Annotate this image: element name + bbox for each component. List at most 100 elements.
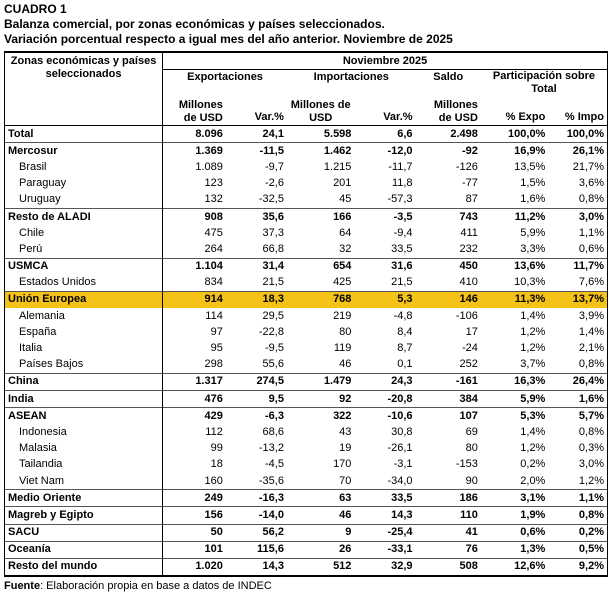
cell-exports-musd: 8.096 bbox=[162, 124, 226, 143]
cell-pct-impo: 3,0% bbox=[548, 207, 609, 226]
cell-imports-var: 8,4 bbox=[397, 325, 413, 338]
row-label: Viet Nam bbox=[3, 472, 164, 490]
row-label: Alemania bbox=[3, 308, 164, 325]
table-row: ASEAN 429 -6,3 322 -10,6 107 5,3% 5,7% bbox=[3, 407, 609, 425]
imports-header: Importaciones bbox=[313, 71, 389, 83]
table-row: Malasia 99 -13,2 19 -26,1 80 1,2% 0,3% bbox=[3, 440, 609, 457]
table-row: Chile 475 37,3 64 -9,4 411 5,9% 1,1% bbox=[3, 225, 609, 242]
balance-header: Saldo bbox=[433, 71, 464, 83]
cell-balance: 41 bbox=[415, 523, 481, 542]
cell-imports-var: 33,5 bbox=[391, 242, 413, 255]
pct-impo-header: % Impo bbox=[548, 96, 609, 126]
cell-exports-musd: 476 bbox=[162, 389, 226, 408]
table-row: Estados Unidos 834 21,5 425 21,5 410 10,3% 7,6% bbox=[3, 274, 609, 292]
cell-imports-musd: 5.598 bbox=[286, 124, 355, 143]
cell-balance: -153 bbox=[455, 458, 478, 471]
cell-exports-musd: 908 bbox=[162, 207, 226, 226]
cell-balance: 450 bbox=[415, 257, 481, 275]
cell-imports-var: -11,7 bbox=[388, 160, 413, 173]
cell-exports-var: 35,6 bbox=[225, 207, 287, 226]
table-row: Total 8.096 24,1 5.598 6,6 2.498 100,0% 100,0% bbox=[3, 124, 609, 143]
cell-pct-expo: 1,3% bbox=[480, 540, 549, 559]
table-row: Unión Europea 914 18,3 768 5,3 146 11,3% 13,7% bbox=[3, 290, 609, 309]
cell-imports-musd: 654 bbox=[286, 257, 355, 275]
cell-imports-var: 14,3 bbox=[354, 506, 416, 524]
cell-pct-impo: 13,7% bbox=[548, 290, 609, 309]
table-row: Indonesia 112 68,6 43 30,8 69 1,4% 0,8% bbox=[3, 424, 609, 441]
cell-pct-impo: 3,9% bbox=[548, 308, 609, 325]
cell-exports-var: -4,5 bbox=[265, 458, 284, 471]
cell-imports-musd: 201 bbox=[333, 177, 352, 190]
cell-exports-var: -35,6 bbox=[258, 474, 284, 487]
source-label: Fuente bbox=[4, 580, 41, 592]
cell-imports-musd: 512 bbox=[286, 557, 355, 578]
cell-imports-var: -26,1 bbox=[387, 442, 413, 455]
cell-exports-var: 24,1 bbox=[225, 124, 287, 143]
cell-exports-musd: 475 bbox=[204, 226, 223, 239]
cell-pct-expo: 3,3% bbox=[520, 242, 546, 255]
cell-balance: 384 bbox=[415, 389, 481, 408]
cell-balance: 69 bbox=[465, 425, 478, 438]
row-label: Oceanía bbox=[3, 540, 164, 559]
cell-exports-var: 115,6 bbox=[225, 540, 287, 559]
cell-pct-expo: 1,4% bbox=[520, 425, 546, 438]
imports-var-header: Var.% bbox=[354, 96, 416, 126]
cell-pct-expo: 1,2% bbox=[520, 325, 546, 338]
row-label: Estados Unidos bbox=[3, 274, 164, 292]
cell-balance: 110 bbox=[415, 506, 481, 524]
cell-exports-var: -11,5 bbox=[225, 142, 287, 160]
table-row: Paraguay 123 -2,6 201 11,8 -77 1,5% 3,6% bbox=[3, 175, 609, 192]
cell-imports-var: 8,7 bbox=[397, 342, 413, 355]
cell-imports-musd: 119 bbox=[333, 342, 352, 355]
cell-exports-var: 18,3 bbox=[225, 290, 287, 309]
cell-exports-musd: 1.089 bbox=[195, 160, 223, 173]
row-label: Malasia bbox=[3, 440, 164, 457]
cell-pct-expo: 3,7% bbox=[520, 358, 546, 371]
cell-pct-expo: 0,2% bbox=[520, 458, 546, 471]
cell-exports-musd: 132 bbox=[204, 193, 223, 206]
table-row: SACU 50 56,2 9 -25,4 41 0,6% 0,2% bbox=[3, 523, 609, 542]
cell-imports-var: 33,5 bbox=[354, 489, 416, 507]
cell-imports-musd: 219 bbox=[333, 309, 352, 322]
cell-balance: 410 bbox=[459, 276, 478, 289]
cell-pct-expo: 1,2% bbox=[520, 342, 546, 355]
period-header: Noviembre 2025 bbox=[162, 51, 608, 70]
table-row: India 476 9,5 92 -20,8 384 5,9% 1,6% bbox=[3, 389, 609, 408]
cell-imports-var: -3,5 bbox=[354, 207, 416, 226]
table-title: Balanza comercial, por zonas económicas … bbox=[4, 17, 385, 31]
cell-imports-musd: 63 bbox=[286, 489, 355, 507]
cell-exports-var: 31,4 bbox=[225, 257, 287, 275]
cell-imports-var: -3,1 bbox=[393, 458, 413, 471]
row-label: ASEAN bbox=[3, 407, 164, 425]
cell-balance: 411 bbox=[460, 226, 478, 239]
table-row: Brasil 1.089 -9,7 1.215 -11,7 -126 13,5% 21,7% bbox=[3, 159, 609, 176]
table-subtitle: Variación porcentual respecto a igual me… bbox=[4, 32, 453, 46]
cell-imports-var: 32,9 bbox=[354, 557, 416, 578]
cell-pct-impo: 1,1% bbox=[548, 225, 609, 242]
table-row: Medio Oriente 249 -16,3 63 33,5 186 3,1% 1,1% bbox=[3, 489, 609, 507]
row-label: Italia bbox=[3, 340, 164, 357]
cell-pct-impo: 0,8% bbox=[548, 506, 609, 524]
cell-pct-impo: 1,6% bbox=[548, 389, 609, 408]
balance-musd-header: Millones de USD bbox=[415, 96, 481, 126]
cell-imports-musd: 64 bbox=[339, 226, 352, 239]
table-row: Uruguay 132 -32,5 45 -57,3 87 1,6% 0,8% bbox=[3, 191, 609, 209]
cell-exports-var: -14,0 bbox=[225, 506, 287, 524]
cell-exports-var: 9,5 bbox=[225, 389, 287, 408]
cell-exports-musd: 99 bbox=[210, 442, 223, 455]
cell-pct-impo: 0,6% bbox=[548, 241, 609, 258]
cell-imports-musd: 26 bbox=[286, 540, 355, 559]
cell-balance: -161 bbox=[415, 372, 481, 391]
table-body: Total 8.096 24,1 5.598 6,6 2.498 100,0% 100,0% M… bbox=[3, 124, 609, 578]
cell-exports-var: 29,5 bbox=[262, 309, 284, 322]
cell-pct-impo: 1,1% bbox=[548, 489, 609, 507]
cell-imports-var: -25,4 bbox=[354, 523, 416, 542]
source-text: : Elaboración propia en base a datos de … bbox=[40, 580, 272, 592]
cell-balance: 146 bbox=[415, 290, 481, 309]
table-row: USMCA 1.104 31,4 654 31,6 450 13,6% 11,7% bbox=[3, 257, 609, 275]
cell-pct-impo: 9,2% bbox=[548, 557, 609, 578]
cell-imports-var: -10,6 bbox=[354, 407, 416, 425]
cell-pct-expo: 5,9% bbox=[520, 226, 546, 239]
cell-exports-var: -9,5 bbox=[265, 342, 284, 355]
pct-expo-header: % Expo bbox=[480, 96, 549, 126]
